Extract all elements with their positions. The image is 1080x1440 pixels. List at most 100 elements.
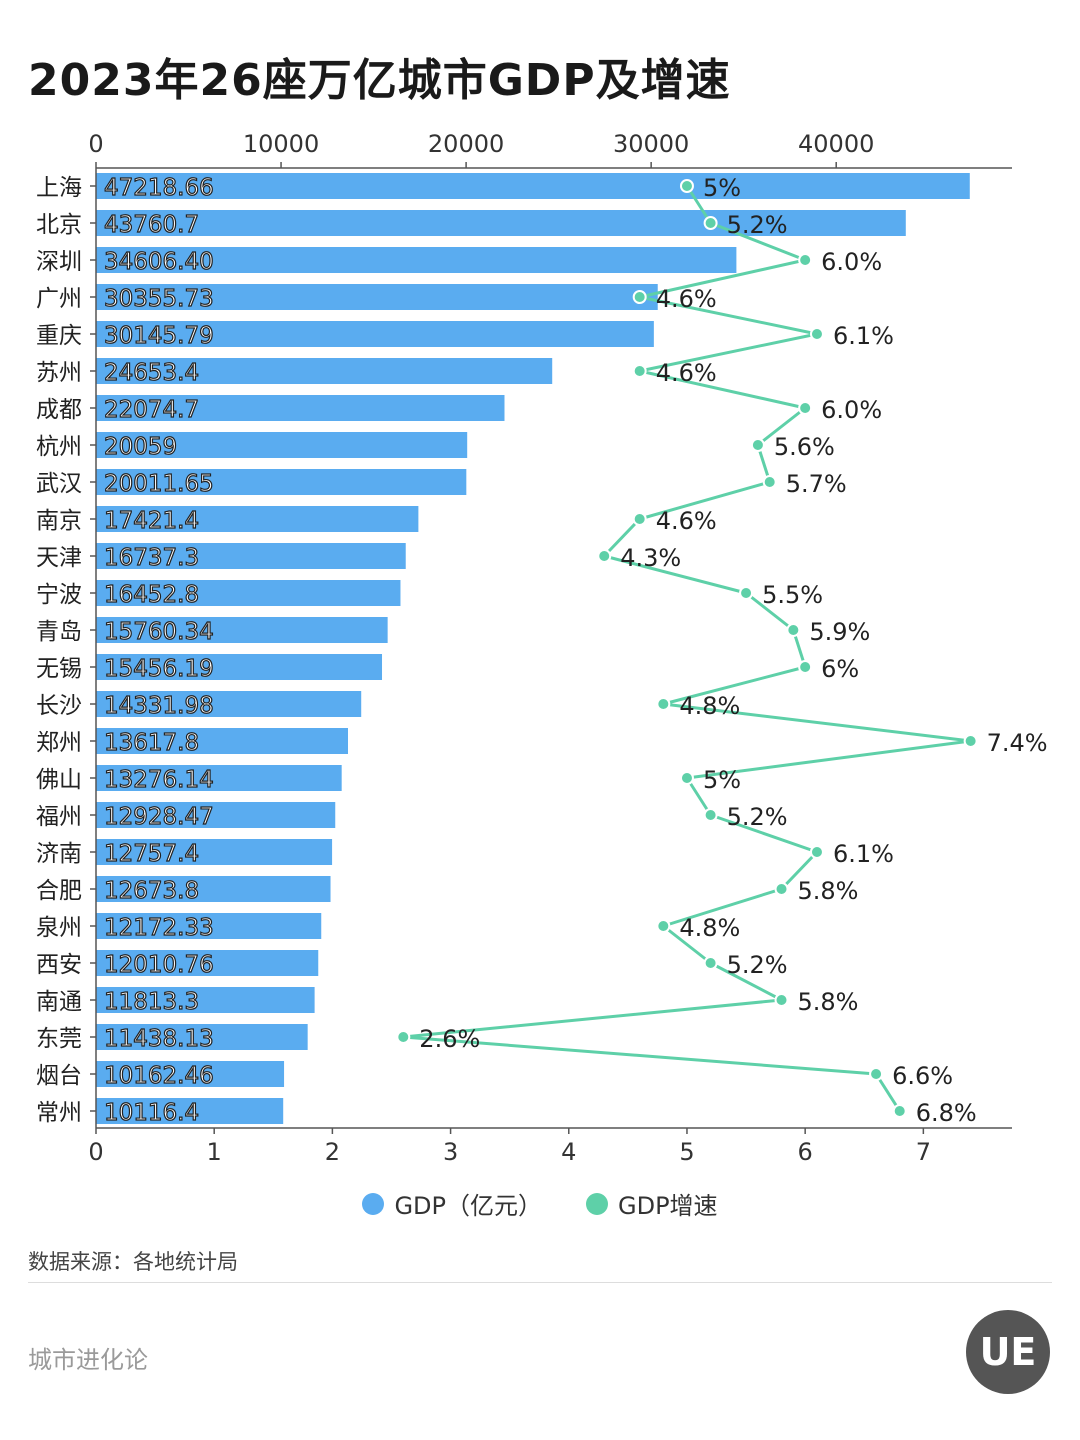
gdp-value-label: 12757.4 [104,841,199,867]
growth-line: 5% 5.2% 6.0% 4.6% 6.1% 4.6% 6.0% 5.6% 5.7% 4.6% 4.… [396,174,1048,1127]
growth-point [703,956,718,970]
growth-point [679,179,694,193]
gdp-value-label: 16737.3 [104,545,199,571]
growth-rate-label: 6.6% [892,1062,953,1090]
growth-rate-label: 2.6% [419,1025,480,1053]
gdp-value-label: 13617.8 [104,730,199,756]
city-label: 南京 [36,508,82,534]
gdp-bar [96,321,654,347]
growth-point [809,845,824,859]
growth-rate-label: 7.4% [987,729,1048,757]
growth-point [656,919,671,933]
growth-rate-label: 6.1% [833,840,894,868]
growth-point [703,808,718,822]
gdp-value-labels: 47218.66 43760.7 34606.40 30355.73 30145.79 2… [103,174,214,1126]
gdp-value-label: 43760.7 [104,212,199,238]
growth-point [703,216,718,230]
bottom-tick-label: 2 [325,1138,340,1166]
gdp-value-label: 12928.47 [104,804,214,830]
top-tick-label: 30000 [613,130,689,158]
gdp-value-label: 16452.8 [104,582,199,608]
gdp-value-label: 10162.46 [104,1063,214,1089]
growth-line-path [401,185,973,1112]
gdp-value-label: 12172.33 [104,915,214,941]
growth-rate-label: 5.5% [762,581,823,609]
city-label: 重庆 [36,323,82,349]
gdp-bar [96,987,315,1013]
gdp-bar [96,395,505,421]
city-label: 南通 [36,989,82,1015]
growth-point [597,549,612,563]
city-label: 济南 [36,841,82,867]
growth-rate-label: 5.6% [774,433,835,461]
growth-rate-label: 6.0% [821,396,882,424]
bottom-tick-label: 0 [88,1138,103,1166]
brand-logo: UE [966,1310,1050,1394]
brand-name: 城市进化论 [28,1346,148,1374]
bottom-axis: 0 1 2 3 4 5 6 7 [88,168,1012,1166]
growth-point [774,882,789,896]
growth-rate-label: 5.8% [798,877,859,905]
growth-point [892,1104,907,1118]
city-label: 杭州 [36,434,82,460]
city-label: 烟台 [36,1063,82,1089]
gdp-bar [96,432,468,458]
growth-rate-label: 4.6% [656,507,717,535]
city-label: 常州 [36,1100,82,1126]
city-label: 西安 [36,952,82,978]
growth-rate-label: 5.2% [727,211,788,239]
gdp-bar [96,506,419,532]
bottom-tick-label: 5 [679,1138,694,1166]
gdp-bar [96,173,970,199]
city-label: 天津 [36,545,82,571]
top-tick-label: 40000 [798,130,874,158]
gdp-bar [96,876,331,902]
growth-rate-label: 5.9% [809,618,870,646]
chart-title: 2023年26座万亿城市GDP及增速 [28,55,731,106]
city-label: 苏州 [36,360,82,386]
gdp-value-label: 15760.34 [104,619,214,645]
growth-rate-label: 4.3% [620,544,681,572]
growth-point [739,586,754,600]
gdp-bar [96,1098,284,1124]
gdp-value-label: 34606.40 [104,249,214,275]
city-label: 青岛 [36,619,82,645]
growth-rate-label: 4.8% [679,692,740,720]
city-label: 福州 [36,804,82,830]
growth-point [809,327,824,341]
top-tick-label: 10000 [243,130,319,158]
growth-rate-label: 5% [703,766,741,794]
gdp-value-label: 20059 [104,434,177,460]
top-tick-label: 0 [88,130,103,158]
city-label: 无锡 [36,656,82,682]
gdp-bar [96,358,553,384]
gdp-bar [96,654,383,680]
city-label: 武汉 [36,471,82,497]
top-axis: 0 10000 20000 30000 40000 [88,130,1012,169]
growth-point [786,623,801,637]
growth-point [632,512,647,526]
growth-point [762,475,777,489]
growth-rate-label: 4.6% [656,359,717,387]
gdp-value-label: 17421.4 [104,508,199,534]
bottom-tick-label: 7 [916,1138,931,1166]
gdp-value-label: 30145.79 [104,323,214,349]
city-label: 合肥 [36,878,82,904]
gdp-bar [96,765,342,791]
legend-label-gdp: GDP（亿元） [394,1192,542,1220]
legend-item-growth[interactable]: GDP增速 [586,1186,718,1221]
gdp-value-label: 47218.66 [104,175,214,201]
gdp-value-label: 14331.98 [104,693,214,719]
growth-point [396,1030,411,1044]
gdp-bar [96,580,401,606]
gdp-value-label: 20011.65 [104,471,214,497]
growth-point [656,697,671,711]
top-tick-label: 20000 [428,130,504,158]
legend-label-growth: GDP增速 [618,1192,718,1220]
gdp-bar [96,543,406,569]
legend-item-gdp[interactable]: GDP（亿元） [362,1186,542,1221]
data-source: 数据来源：各地统计局 [28,1250,238,1274]
city-label: 北京 [36,212,82,238]
gdp-value-label: 12673.8 [104,878,199,904]
growth-point [679,771,694,785]
